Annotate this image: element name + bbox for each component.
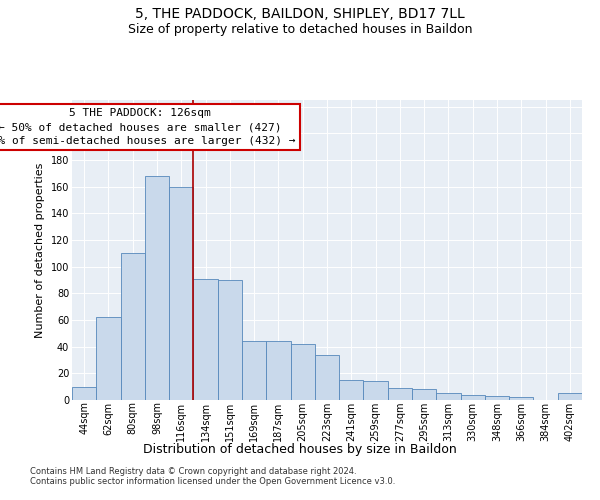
Text: Distribution of detached houses by size in Baildon: Distribution of detached houses by size …	[143, 442, 457, 456]
Bar	[485, 396, 509, 400]
Bar	[145, 176, 169, 400]
Bar	[412, 390, 436, 400]
Text: 5, THE PADDOCK, BAILDON, SHIPLEY, BD17 7LL: 5, THE PADDOCK, BAILDON, SHIPLEY, BD17 7…	[135, 8, 465, 22]
Bar	[290, 344, 315, 400]
Bar	[193, 278, 218, 400]
Bar	[558, 394, 582, 400]
Bar	[121, 254, 145, 400]
Text: Contains public sector information licensed under the Open Government Licence v3: Contains public sector information licen…	[30, 477, 395, 486]
Bar	[96, 318, 121, 400]
Bar	[266, 342, 290, 400]
Text: Contains HM Land Registry data © Crown copyright and database right 2024.: Contains HM Land Registry data © Crown c…	[30, 467, 356, 476]
Bar	[461, 394, 485, 400]
Bar	[169, 186, 193, 400]
Text: Size of property relative to detached houses in Baildon: Size of property relative to detached ho…	[128, 22, 472, 36]
Bar	[509, 398, 533, 400]
Bar	[436, 394, 461, 400]
Bar	[218, 280, 242, 400]
Bar	[339, 380, 364, 400]
Bar	[315, 354, 339, 400]
Text: 5 THE PADDOCK: 126sqm
← 50% of detached houses are smaller (427)
50% of semi-det: 5 THE PADDOCK: 126sqm ← 50% of detached …	[0, 108, 295, 146]
Bar	[364, 382, 388, 400]
Bar	[72, 386, 96, 400]
Bar	[242, 342, 266, 400]
Y-axis label: Number of detached properties: Number of detached properties	[35, 162, 45, 338]
Bar	[388, 388, 412, 400]
